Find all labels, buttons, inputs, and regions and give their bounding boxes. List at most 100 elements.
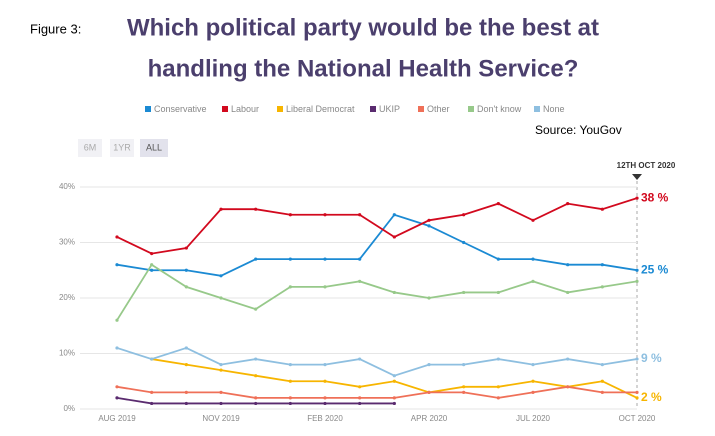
range-button-label[interactable]: 6M: [84, 142, 97, 152]
point: [496, 202, 500, 206]
point: [462, 290, 466, 295]
point: [531, 279, 535, 283]
point: [462, 213, 466, 217]
legend-label: Other: [427, 104, 450, 114]
range-button[interactable]: [110, 139, 134, 157]
end-label: 25 %: [641, 262, 669, 276]
series-line: [116, 385, 637, 399]
point: [462, 390, 466, 394]
point: [254, 374, 258, 378]
figure-label: Figure 3:: [30, 21, 81, 36]
point: [496, 257, 500, 261]
point: [427, 390, 431, 394]
point: [323, 257, 327, 261]
point: [392, 396, 396, 400]
point: [531, 390, 535, 394]
point: [496, 357, 500, 361]
point: [566, 202, 570, 206]
y-tick-label: 40%: [59, 182, 75, 191]
point: [323, 396, 327, 400]
point: [150, 252, 154, 256]
legend-swatch: [222, 106, 228, 112]
point: [427, 296, 431, 300]
point: [566, 385, 570, 389]
point: [392, 374, 396, 378]
point: [184, 401, 188, 406]
point: [150, 401, 154, 406]
point: [635, 268, 639, 272]
point: [462, 385, 466, 389]
range-button[interactable]: [78, 139, 102, 157]
point: [496, 385, 500, 389]
point: [184, 285, 188, 289]
point: [531, 363, 535, 367]
point: [219, 274, 223, 278]
point: [115, 346, 119, 350]
series-line: [116, 213, 638, 277]
x-tick-label: OCT 2020: [619, 414, 656, 423]
point: [184, 363, 188, 367]
point: [254, 401, 258, 406]
point: [566, 263, 570, 267]
x-tick-label: AUG 2019: [98, 414, 136, 423]
point: [150, 263, 154, 267]
point: [288, 363, 292, 367]
marker-arrow: [632, 174, 642, 180]
point: [462, 240, 466, 245]
point: [600, 285, 604, 289]
point: [358, 213, 362, 217]
point: [566, 290, 570, 295]
point: [358, 357, 362, 361]
point: [496, 396, 500, 400]
point: [323, 401, 327, 406]
point: [184, 268, 188, 272]
point: [254, 357, 258, 361]
point: [288, 379, 292, 383]
legend-label: Labour: [231, 104, 259, 114]
point: [150, 390, 154, 394]
legend-label: Don't know: [477, 104, 522, 114]
point: [115, 396, 119, 400]
point: [323, 213, 327, 217]
legend-swatch: [534, 106, 540, 112]
legend-label: None: [543, 104, 565, 114]
point: [184, 390, 188, 394]
legend-label: Liberal Democrat: [286, 104, 355, 114]
point: [254, 257, 258, 261]
point: [115, 318, 119, 322]
point: [358, 257, 362, 261]
point: [219, 207, 223, 211]
point: [600, 263, 604, 267]
point: [600, 379, 604, 383]
legend-swatch: [145, 106, 151, 112]
point: [219, 401, 223, 406]
point: [358, 401, 362, 406]
legend-swatch: [370, 106, 376, 112]
point: [288, 285, 292, 289]
point: [254, 307, 258, 311]
point: [566, 357, 570, 361]
point: [184, 246, 188, 250]
point: [219, 363, 223, 367]
point: [635, 396, 639, 400]
point: [150, 357, 154, 361]
point: [392, 235, 396, 239]
range-button-label[interactable]: ALL: [146, 142, 162, 152]
range-button[interactable]: [140, 139, 168, 157]
point: [531, 257, 535, 261]
point: [323, 285, 327, 289]
series-line: [116, 263, 638, 321]
end-label: 2 %: [641, 390, 662, 404]
range-button-label[interactable]: 1YR: [113, 142, 131, 152]
point: [635, 196, 639, 200]
x-tick-label: FEB 2020: [307, 414, 343, 423]
point: [254, 207, 258, 211]
point: [288, 396, 292, 400]
y-tick-label: 0%: [63, 404, 75, 413]
point: [531, 379, 535, 383]
series-line: [116, 346, 638, 377]
point: [288, 401, 292, 406]
point: [288, 257, 292, 261]
point: [496, 290, 500, 295]
point: [531, 218, 535, 222]
